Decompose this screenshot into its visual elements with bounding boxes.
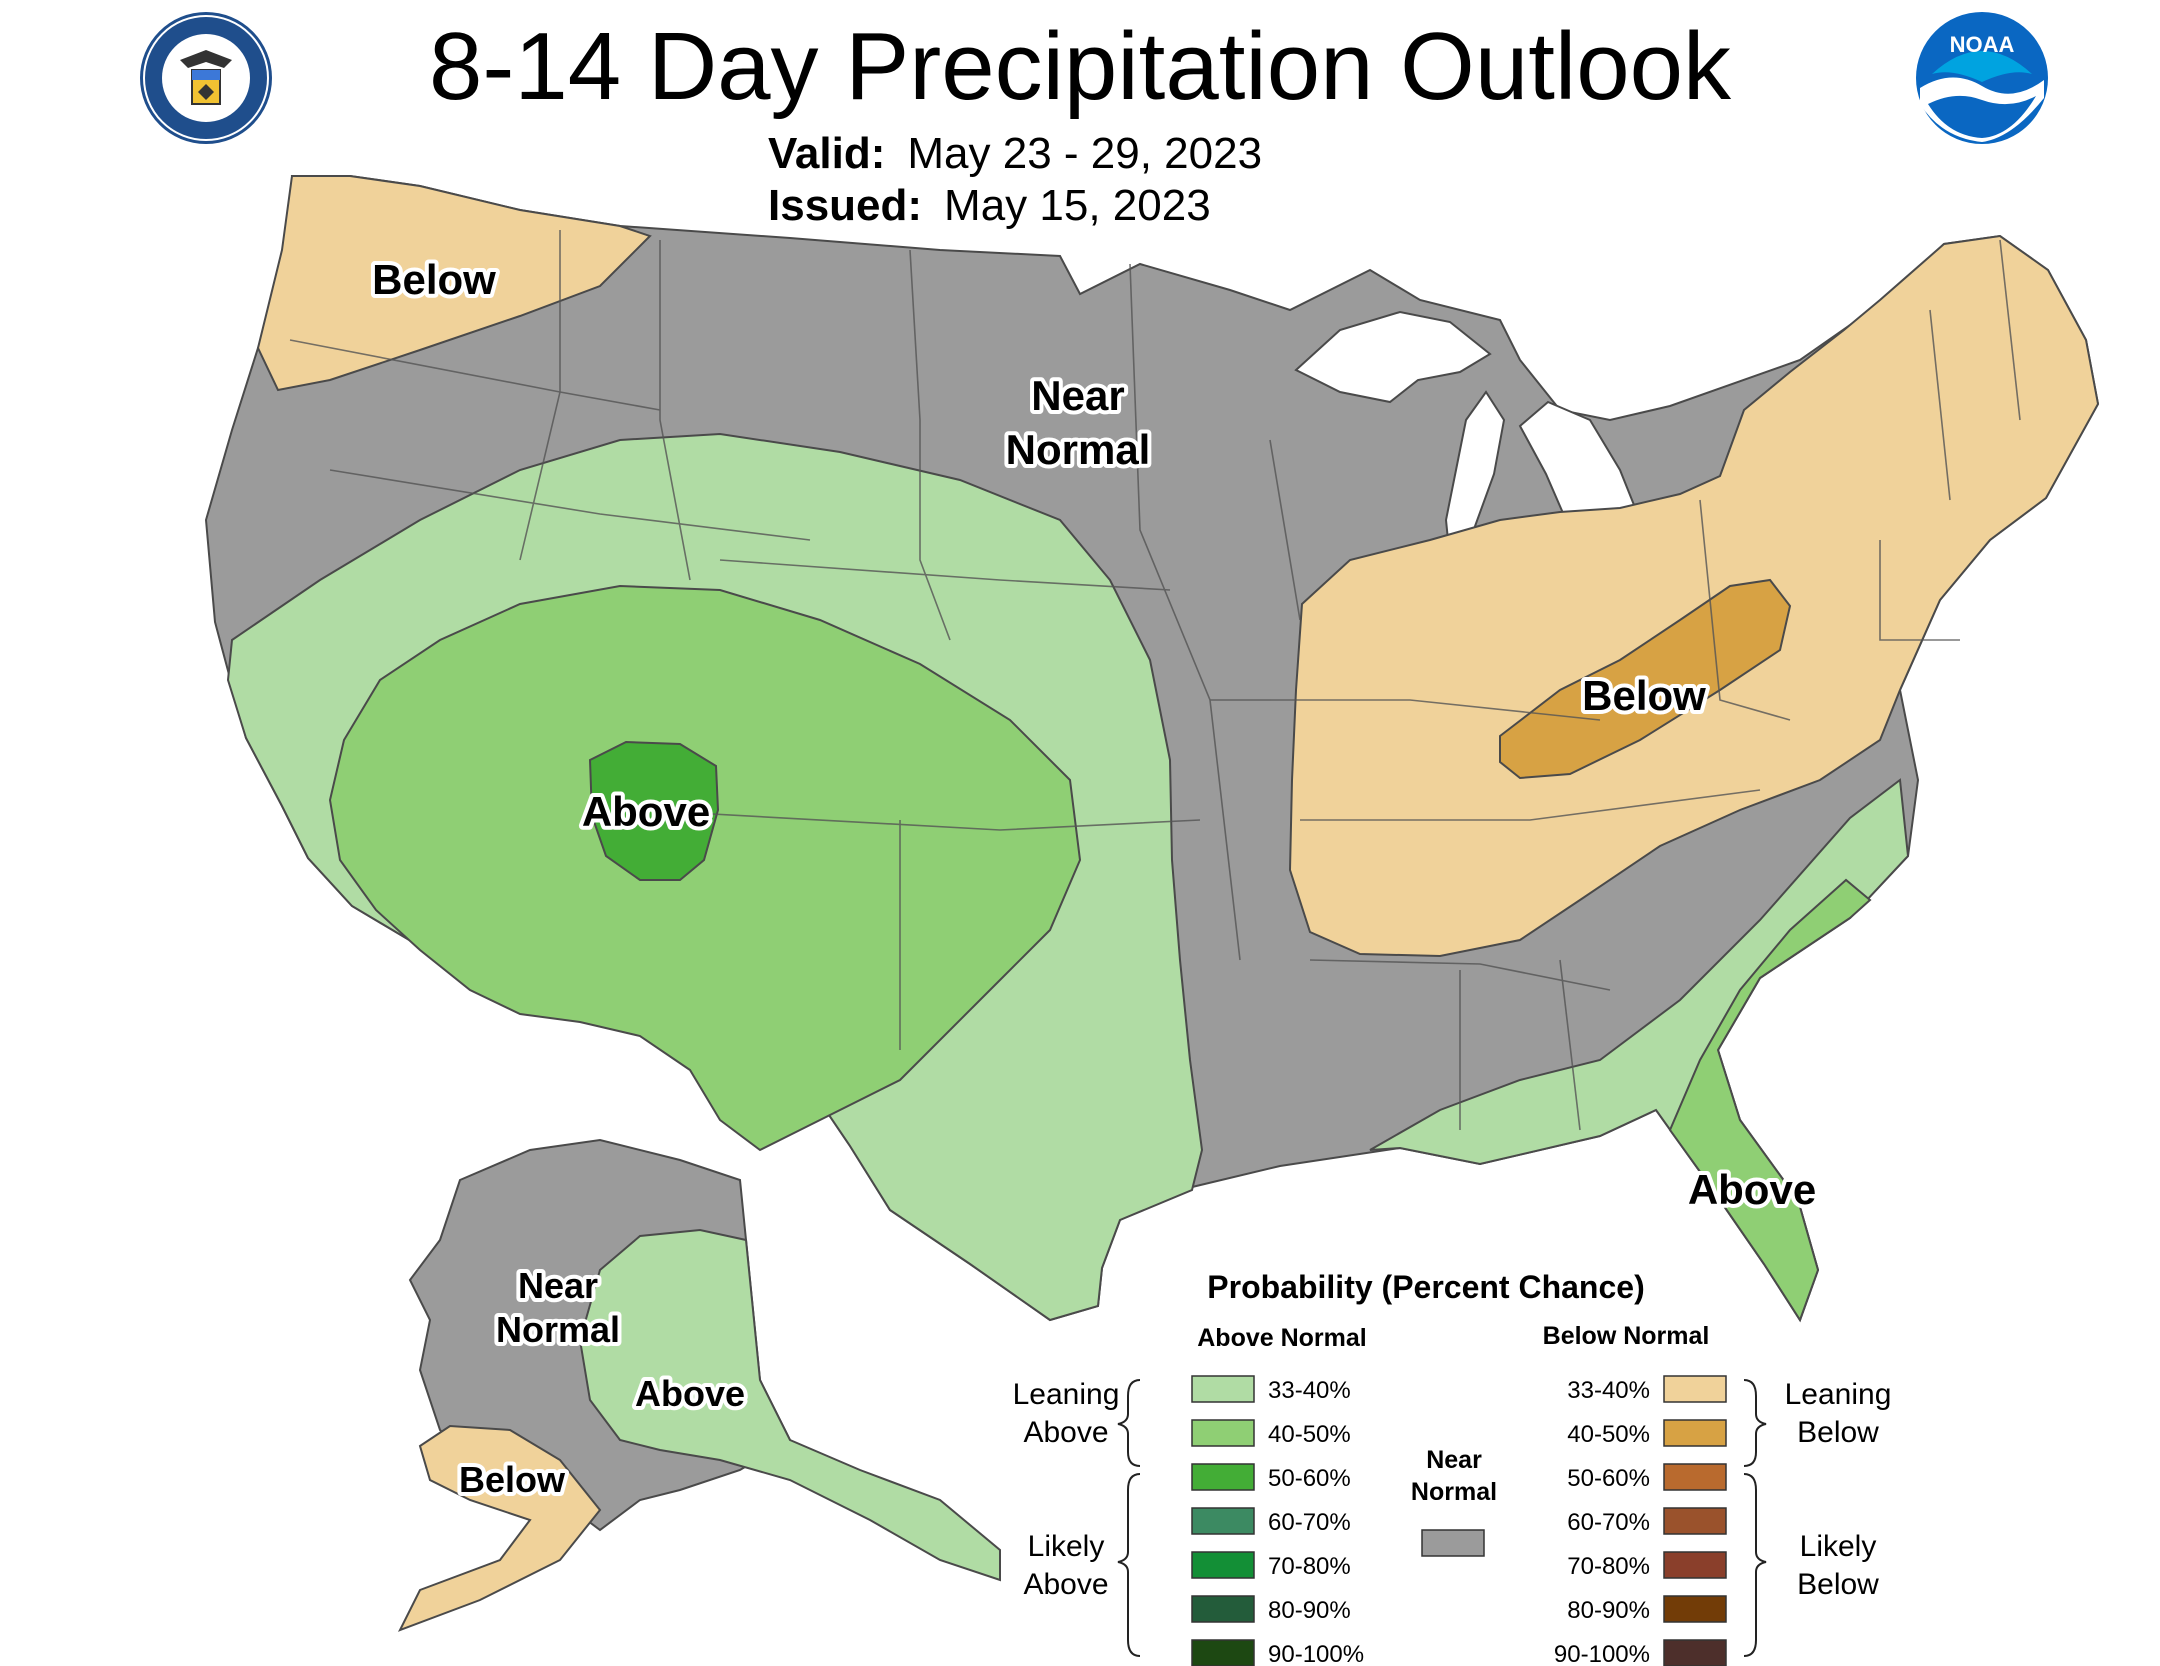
legend: Probability (Percent Chance) Above Norma… xyxy=(1013,1269,1892,1666)
legend-below-label-6: 90-100% xyxy=(1554,1641,1650,1666)
legend-leaning-above-2: Above xyxy=(1023,1416,1108,1449)
ohio-below-40-50-area xyxy=(1499,578,1792,780)
page-title: 8-14 Day Precipitation Outlook xyxy=(429,13,1731,120)
region-label-ohio-valley: Below xyxy=(1582,672,1706,719)
legend-above-label-0: 33-40% xyxy=(1268,1377,1351,1404)
legend-below-swatch-1 xyxy=(1663,1419,1727,1447)
region-label-north-central-2: Normal xyxy=(1006,426,1151,473)
legend-above-swatch-1 xyxy=(1191,1419,1255,1447)
legend-below-swatch-0 xyxy=(1663,1375,1727,1403)
legend-above-swatch-2 xyxy=(1191,1463,1255,1491)
legend-likely-below-2: Below xyxy=(1797,1568,1879,1601)
legend-above-swatch-5 xyxy=(1191,1595,1255,1623)
region-label-alaska-sw: Below xyxy=(459,1459,566,1500)
legend-below-swatch-6 xyxy=(1663,1639,1727,1666)
legend-near-normal-swatch xyxy=(1421,1529,1485,1557)
legend-near-label-1: Near xyxy=(1426,1446,1482,1474)
issued-value: May 15, 2023 xyxy=(944,181,1211,230)
legend-above-label-6: 90-100% xyxy=(1268,1641,1364,1666)
legend-likely-above-2: Above xyxy=(1023,1568,1108,1601)
issued-label: Issued: xyxy=(768,181,923,230)
legend-above-swatch-6 xyxy=(1191,1639,1255,1666)
state-borders xyxy=(289,230,2021,1131)
legend-above-label-5: 80-90% xyxy=(1268,1597,1351,1624)
region-label-pacific-nw: Below xyxy=(372,256,496,303)
legend-above-label-1: 40-50% xyxy=(1268,1421,1351,1448)
legend-above-header: Above Normal xyxy=(1197,1324,1366,1352)
alaska-below-area xyxy=(397,1424,602,1632)
legend-below-label-3: 60-70% xyxy=(1567,1509,1650,1536)
legend-below-label-1: 40-50% xyxy=(1567,1421,1650,1448)
legend-near-label-2: Normal xyxy=(1411,1478,1497,1506)
legend-above-swatches: 33-40% 40-50% 50-60% 60-70% 70-80% 80-90% 90-1… xyxy=(1191,1375,1364,1666)
legend-leaning-below-1: Leaning xyxy=(1785,1378,1892,1411)
legend-below-header: Below Normal xyxy=(1543,1322,1710,1350)
noaa-logo-text: NOAA xyxy=(1950,32,2015,57)
region-label-alaska-east: Above xyxy=(635,1373,745,1414)
region-label-alaska-nn-2: Normal xyxy=(496,1309,620,1350)
legend-below-label-2: 50-60% xyxy=(1567,1465,1650,1492)
legend-below-swatch-3 xyxy=(1663,1507,1727,1535)
legend-above-swatch-0 xyxy=(1191,1375,1255,1403)
legend-above-label-4: 70-80% xyxy=(1268,1553,1351,1580)
brace-likely-above xyxy=(1117,1473,1141,1657)
legend-title: Probability (Percent Chance) xyxy=(1207,1269,1644,1305)
region-label-alaska-nn-1: Near xyxy=(518,1265,598,1306)
se-above-40-50-area xyxy=(1668,878,1872,1323)
issued-date: Issued: May 15, 2023 xyxy=(768,180,1211,232)
legend-above-swatch-3 xyxy=(1191,1507,1255,1535)
region-label-north-central-1: Near xyxy=(1031,372,1124,419)
legend-below-label-0: 33-40% xyxy=(1567,1377,1650,1404)
valid-date: Valid: May 23 - 29, 2023 xyxy=(768,128,1262,180)
legend-above-swatch-4 xyxy=(1191,1551,1255,1579)
commerce-seal-icon xyxy=(140,12,272,144)
legend-below-swatch-2 xyxy=(1663,1463,1727,1491)
valid-value: May 23 - 29, 2023 xyxy=(907,129,1263,178)
legend-below-label-5: 80-90% xyxy=(1567,1597,1650,1624)
legend-leaning-above-1: Leaning xyxy=(1013,1378,1120,1411)
legend-likely-below-1: Likely xyxy=(1800,1530,1877,1563)
legend-below-swatch-4 xyxy=(1663,1551,1727,1579)
legend-below-label-4: 70-80% xyxy=(1567,1553,1650,1580)
brace-leaning-above xyxy=(1117,1379,1141,1467)
legend-above-label-3: 60-70% xyxy=(1268,1509,1351,1536)
noaa-logo-icon: NOAA xyxy=(1916,12,2048,144)
region-label-florida: Above xyxy=(1688,1166,1816,1213)
valid-label: Valid: xyxy=(768,129,886,178)
alaska-above-area xyxy=(578,1228,1001,1582)
legend-likely-above-1: Likely xyxy=(1028,1530,1105,1563)
brace-leaning-below xyxy=(1743,1379,1767,1467)
ohio-below-33-40-area xyxy=(1288,234,2100,958)
legend-leaning-below-2: Below xyxy=(1797,1416,1879,1449)
legend-below-swatches: 33-40% 40-50% 50-60% 60-70% 70-80% 80-90% 90-1… xyxy=(1554,1375,1727,1666)
legend-below-swatch-5 xyxy=(1663,1595,1727,1623)
region-label-southwest: Above xyxy=(582,788,710,835)
legend-above-label-2: 50-60% xyxy=(1268,1465,1351,1492)
brace-likely-below xyxy=(1743,1473,1767,1657)
sw-above-40-50-area xyxy=(328,584,1082,1152)
